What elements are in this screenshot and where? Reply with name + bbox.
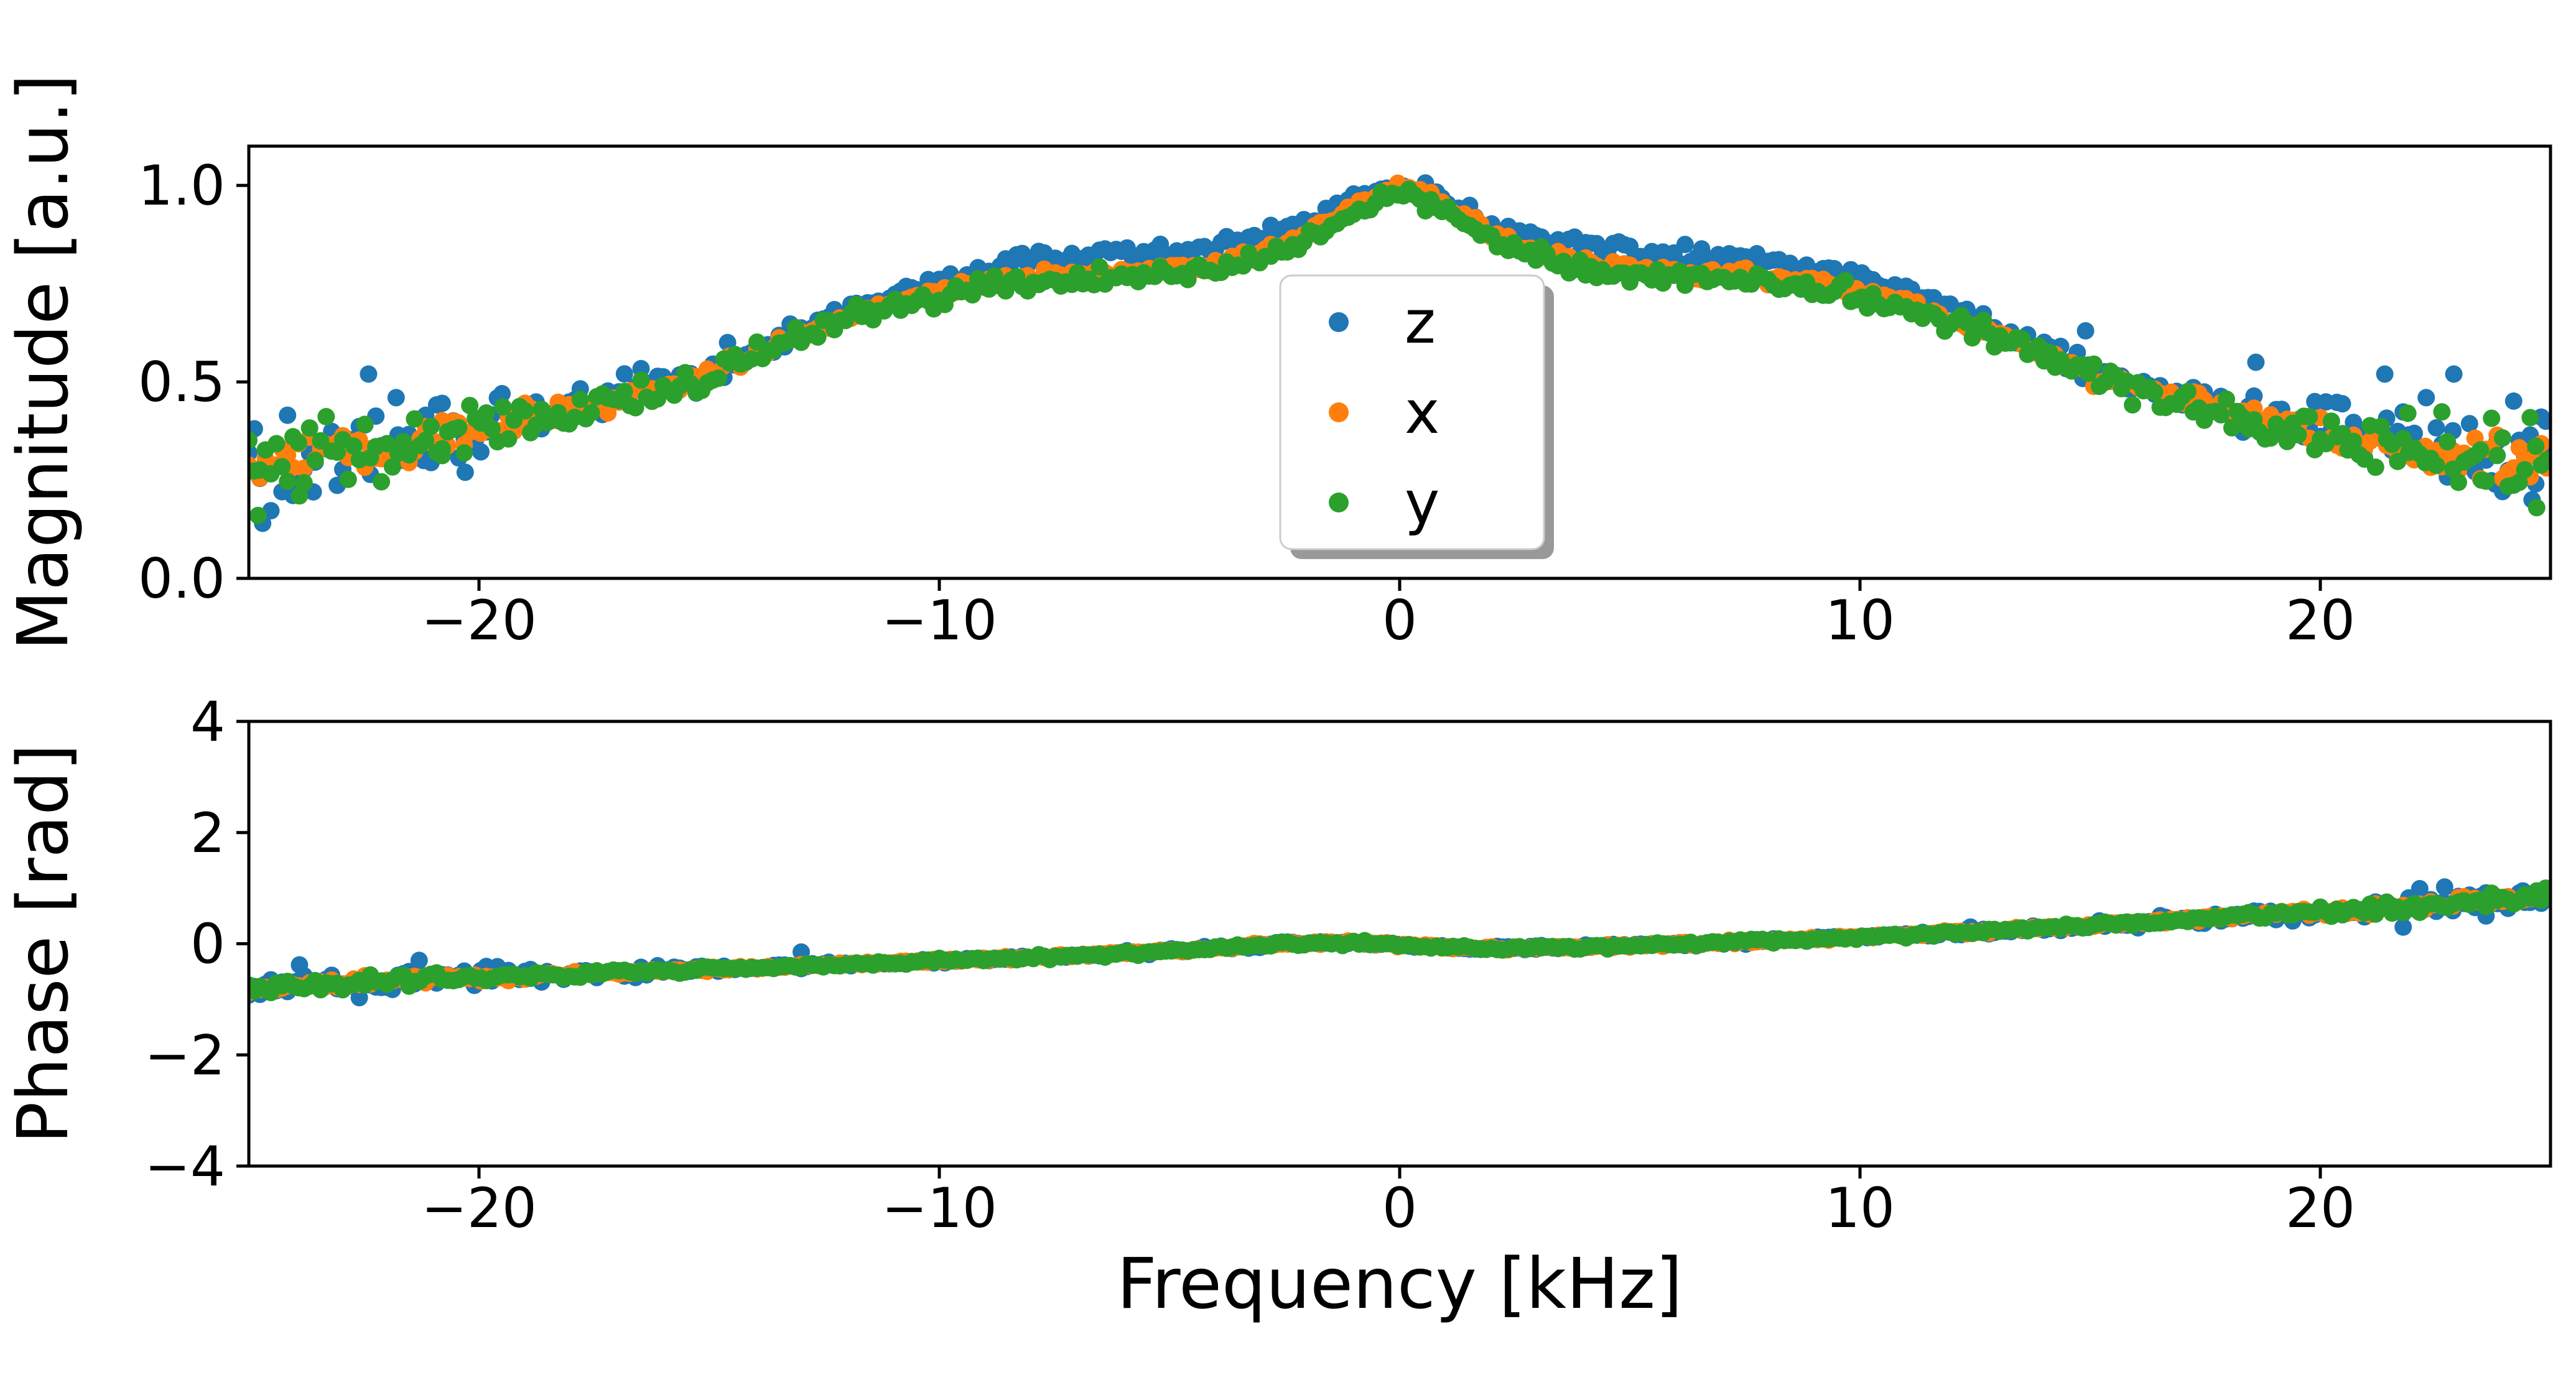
y-axis-label: Magnitude [a.u.] — [3, 74, 84, 651]
x-tick-label: 20 — [2285, 588, 2355, 652]
x-tick-label: 0 — [1382, 588, 1417, 652]
y-tick-label: 0.5 — [138, 350, 225, 414]
x-tick-label: −20 — [421, 588, 537, 652]
x-tick-label: −20 — [421, 1176, 537, 1240]
y-tick-label: 1.0 — [138, 154, 225, 218]
y-tick-label: −2 — [144, 1023, 225, 1087]
y-tick-label: 2 — [190, 801, 225, 865]
x-tick-label: −10 — [881, 588, 997, 652]
legend-marker-x — [1329, 402, 1349, 422]
x-tick-label: 0 — [1382, 1176, 1417, 1240]
legend-box — [1279, 274, 1545, 550]
x-tick-label: 10 — [1825, 588, 1895, 652]
x-tick-label: −10 — [881, 1176, 997, 1240]
y-tick-label: −4 — [144, 1134, 225, 1198]
y-tick-label: 0.0 — [138, 547, 225, 611]
x-tick-label: 20 — [2285, 1176, 2355, 1240]
y-tick-label: 4 — [190, 690, 225, 754]
legend-marker-z — [1329, 312, 1349, 332]
legend-entry-label: x — [1405, 379, 1439, 447]
axes-0: −20 −10 0 10 20 0.0 0.5 1.0 Magnitude [a.u.] zxy — [3, 74, 2552, 652]
legend-marker-y — [1329, 493, 1349, 512]
y-axis-label: Phase [rad] — [3, 744, 84, 1144]
y-tick-label: 0 — [190, 912, 225, 976]
series-y-points — [249, 879, 2550, 1001]
x-axis-label: Frequency [kHz] — [1117, 1244, 1682, 1325]
legend: zxy — [1279, 274, 1554, 559]
series-y-points — [249, 180, 2550, 524]
legend-entry-label: z — [1405, 289, 1436, 357]
legend-entry-label: y — [1405, 469, 1439, 537]
x-tick-label: 10 — [1825, 1176, 1895, 1240]
